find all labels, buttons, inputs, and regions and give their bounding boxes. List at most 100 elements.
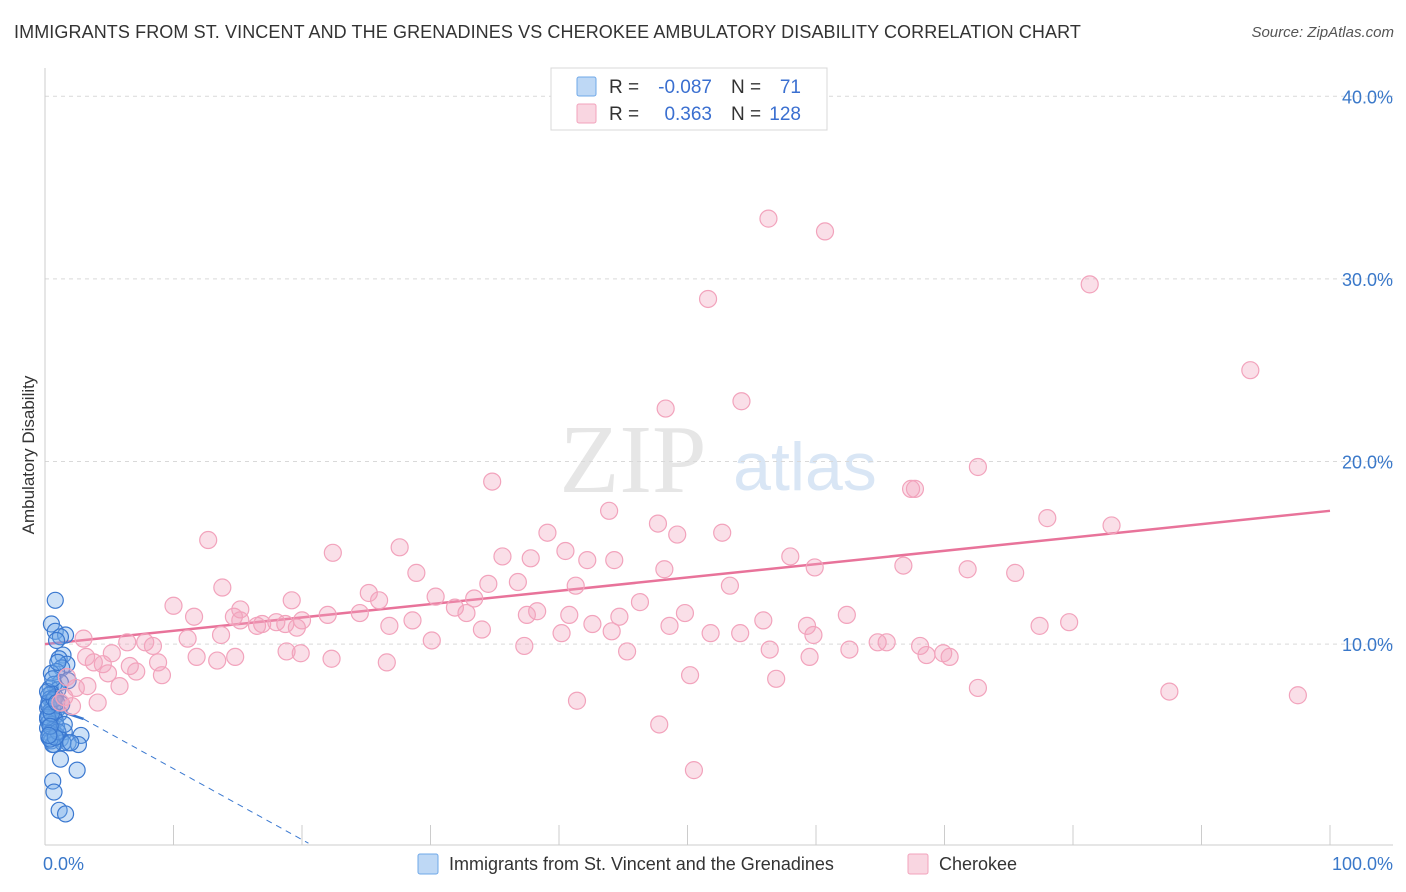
cherokee-point xyxy=(840,640,859,659)
cherokee-point xyxy=(78,677,97,696)
cherokee-point xyxy=(74,629,93,648)
cherokee-point xyxy=(815,222,835,241)
chart-title: IMMIGRANTS FROM ST. VINCENT AND THE GREN… xyxy=(14,22,1082,42)
cherokee-point xyxy=(231,611,250,630)
cherokee-point xyxy=(508,572,527,592)
cherokee-point xyxy=(1006,563,1025,582)
cherokee-point xyxy=(720,576,740,595)
cherokee-point xyxy=(445,598,465,617)
cherokee-point xyxy=(184,607,204,626)
cherokee-point xyxy=(1160,682,1179,701)
legend-label-immigrants: Immigrants from St. Vincent and the Gren… xyxy=(449,854,834,874)
cherokee-point xyxy=(164,596,183,615)
y-tick-label: 30.0% xyxy=(1342,270,1393,290)
cherokee-point xyxy=(472,620,491,639)
immigrants-point xyxy=(56,805,75,823)
cherokee-point xyxy=(208,651,227,670)
legend-n-label: N = xyxy=(731,77,761,98)
cherokee-point xyxy=(1102,516,1121,535)
cherokee-point xyxy=(226,647,245,667)
immigrants-point xyxy=(68,761,86,779)
cherokee-point xyxy=(292,611,312,630)
cherokee-point xyxy=(457,603,476,623)
cherokee-point xyxy=(57,667,76,687)
x-tick-label: 0.0% xyxy=(43,854,84,874)
cherokee-point xyxy=(732,392,751,411)
legend-swatch-immigrants xyxy=(576,76,597,97)
y-tick-label: 40.0% xyxy=(1342,87,1393,107)
cherokee-point xyxy=(521,549,540,568)
cherokee-point xyxy=(426,587,445,606)
cherokee-point xyxy=(152,666,172,685)
cherokee-point xyxy=(187,647,206,667)
legend-r-value: -0.087 xyxy=(658,77,712,98)
immigrants-point xyxy=(55,715,73,734)
cherokee-point xyxy=(88,693,107,712)
series-legend: Immigrants from St. Vincent and the Gren… xyxy=(417,853,1017,875)
cherokee-point xyxy=(62,697,82,716)
immigrants-point xyxy=(49,653,67,671)
cherokee-point xyxy=(118,633,137,652)
legend-swatch-cherokee xyxy=(576,103,597,124)
immigrants-point xyxy=(46,728,64,746)
cherokee-point xyxy=(1080,275,1099,294)
cherokee-point xyxy=(698,289,718,309)
y-tick-label: 10.0% xyxy=(1342,635,1393,655)
cherokee-point xyxy=(110,677,129,696)
cherokee-point xyxy=(552,624,571,643)
cherokee-point xyxy=(602,622,621,641)
cherokee-point xyxy=(199,530,218,550)
cherokee-point xyxy=(868,633,887,652)
cherokee-point xyxy=(767,669,786,688)
cherokee-point xyxy=(465,589,484,608)
cherokee-point xyxy=(213,578,232,597)
cherokee-point xyxy=(211,625,231,645)
cherokee-point xyxy=(610,607,629,626)
cherokee-point xyxy=(276,614,295,634)
cherokee-point xyxy=(894,556,913,575)
cherokee-point xyxy=(800,647,819,667)
cherokee-point xyxy=(656,399,675,418)
source-note: Source: ZipAtlas.com xyxy=(1251,24,1394,41)
cherokee-point xyxy=(390,538,409,557)
watermark-zip: ZIP xyxy=(560,406,707,514)
cherokee-point xyxy=(517,605,536,625)
cherokee-point xyxy=(797,616,817,635)
cherokee-point xyxy=(759,209,778,228)
y-tick-label: 20.0% xyxy=(1342,453,1393,473)
cherokee-point xyxy=(917,645,936,665)
cherokee-point xyxy=(583,614,602,634)
watermark-atlas: atlas xyxy=(733,429,877,505)
cherokee-point xyxy=(318,605,337,625)
cherokee-point xyxy=(754,611,773,630)
cherokee-point xyxy=(600,501,619,520)
cherokee-point xyxy=(377,653,396,672)
cherokee-point xyxy=(731,624,750,643)
cherokee-point xyxy=(618,642,637,661)
immigrants-point xyxy=(41,717,59,735)
cherokee-point xyxy=(127,662,146,681)
cherokee-point xyxy=(760,640,779,659)
cherokee-point xyxy=(837,605,856,625)
legend-box xyxy=(550,67,828,131)
grid-lines xyxy=(45,95,1393,645)
cherokee-point xyxy=(143,636,163,656)
immigrants-trend-extension xyxy=(83,718,309,844)
correlation-legend: R = -0.087 N = 71 R = 0.363 N = 128 xyxy=(550,67,828,131)
cherokee-point xyxy=(322,649,341,668)
immigrants-point xyxy=(62,734,80,752)
tick-labels: 10.0% 20.0% 30.0% 40.0% 0.0% 100.0% xyxy=(43,87,1393,874)
cherokee-point xyxy=(805,558,824,577)
y-axis-title: Ambulatory Disability xyxy=(19,375,38,534)
legend-r-label: R = xyxy=(609,104,639,125)
cherokee-point xyxy=(253,614,272,634)
legend-label-cherokee: Cherokee xyxy=(939,854,1017,874)
legend-n-value: 128 xyxy=(769,104,801,125)
cherokee-point xyxy=(940,647,959,667)
cherokee-point xyxy=(102,644,121,663)
legend-swatch-immigrants xyxy=(417,853,439,875)
cherokee-point xyxy=(910,636,930,656)
cherokee-point xyxy=(51,693,70,712)
cherokee-point xyxy=(680,666,700,685)
immigrants-point xyxy=(44,670,62,688)
